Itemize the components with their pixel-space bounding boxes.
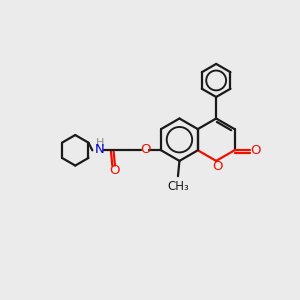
Text: N: N (95, 143, 105, 156)
Text: O: O (212, 160, 223, 173)
Text: O: O (250, 144, 260, 157)
Text: CH₃: CH₃ (167, 180, 189, 193)
Text: O: O (110, 164, 120, 177)
Text: H: H (95, 138, 104, 148)
Text: O: O (140, 143, 151, 156)
